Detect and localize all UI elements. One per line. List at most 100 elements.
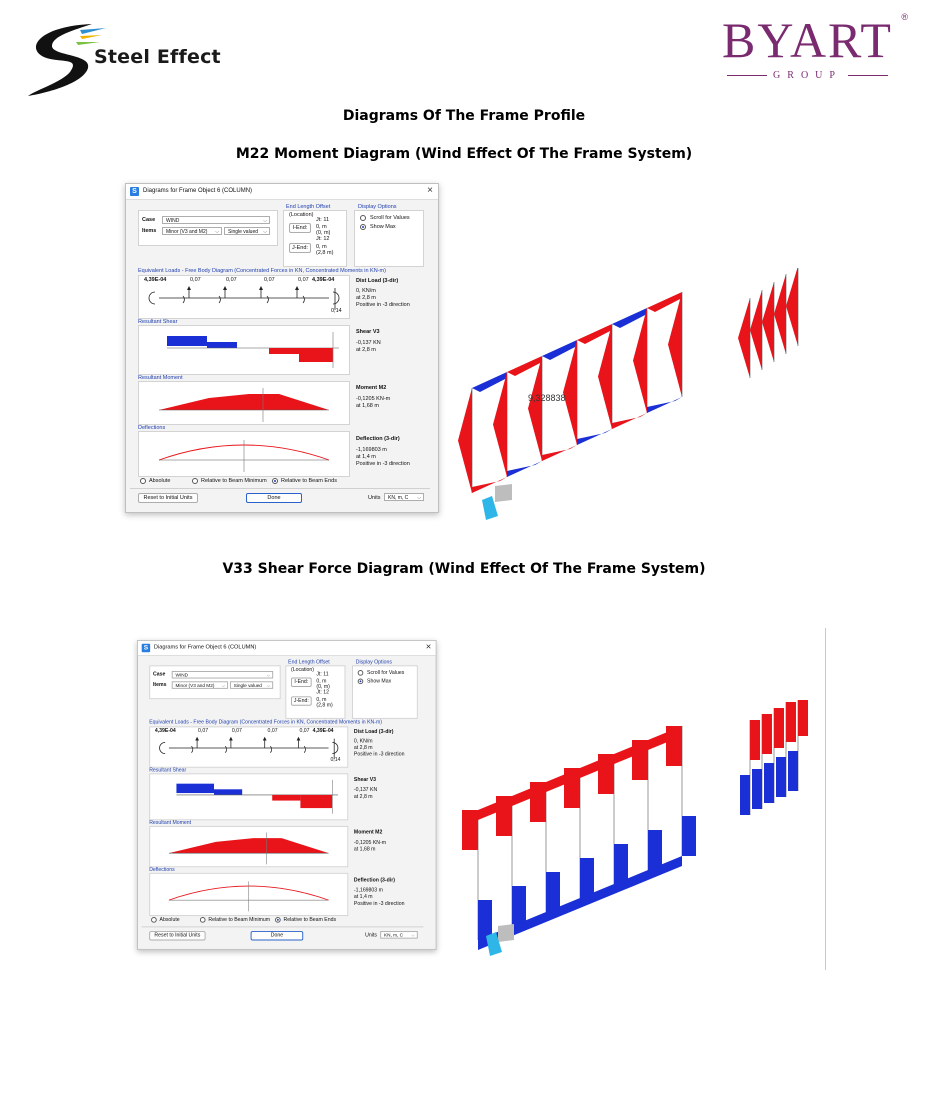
fbd-value-1: 0,07 [198, 728, 209, 734]
equivalent-loads-title: Equivalent Loads - Free Body Diagram (Co… [138, 268, 386, 274]
dist-load-location: at 2,8 m [353, 745, 373, 751]
fbd-value-2: 0,07 [231, 728, 242, 734]
moment-diagram [159, 388, 329, 422]
deflections-title: Deflections [149, 867, 175, 873]
beam-ends-radio[interactable] [272, 478, 278, 484]
chevron-down-icon: ⌵ [263, 218, 267, 224]
iend-joint: Jt: 11 [316, 217, 330, 223]
beam-moment-bottom [577, 429, 612, 445]
show-max-label: Show Max [370, 224, 396, 230]
iend-button[interactable]: I-End: [289, 223, 311, 233]
beam-moment-bottom [612, 413, 647, 429]
fbd-left-value: 4,39E-04 [144, 277, 167, 283]
shear-block-top [598, 754, 614, 794]
registered-mark: ® [901, 12, 908, 22]
shear-block-top [462, 810, 478, 850]
show-max-label: Show Max [367, 678, 392, 685]
byart-group-label: GROUP [773, 70, 842, 81]
moment-lobe [563, 340, 577, 445]
beam-moment-top [472, 372, 507, 392]
show-max-radio[interactable] [357, 678, 364, 685]
scroll-values-radio[interactable] [357, 670, 364, 676]
end-offset-group [283, 210, 347, 267]
scroll-values-radio[interactable] [360, 215, 366, 221]
equivalent-loads-title: Equivalent Loads - Free Body Diagram (Co… [149, 719, 383, 726]
show-max-radio[interactable] [360, 224, 366, 230]
dialog-title: Diagrams for Frame Object 6 (COLUMN) [153, 644, 257, 651]
case-select[interactable]: WIND ⌵ [162, 216, 270, 224]
units-select[interactable]: KN, m, C ⌵ [384, 493, 424, 501]
scroll-values-label: Scroll for Values [367, 670, 405, 676]
beam-minimum-radio[interactable] [199, 917, 206, 923]
section2-heading: V33 Shear Force Diagram (Wind Effect Of … [222, 561, 706, 577]
shear-diagram [176, 779, 338, 814]
moment-title: Moment M2 [353, 829, 383, 836]
support-block [495, 484, 512, 502]
close-icon[interactable]: × [427, 185, 433, 196]
chevron-down-icon: ⌵ [266, 672, 271, 679]
fbd-value-4: 0,07 [298, 277, 309, 283]
fbd-right-value: 4,39E-04 [312, 728, 334, 734]
shear-panel [149, 773, 349, 821]
free-body-diagram [159, 736, 339, 760]
free-body-diagram [148, 286, 340, 310]
moment-lobe [493, 372, 507, 477]
moment-lobe-back [786, 268, 798, 346]
dist-load-location: at 2,8 m [356, 295, 376, 301]
moment-lobe [598, 324, 612, 429]
shear-block-back-top [774, 708, 784, 748]
case-label: Case [152, 671, 166, 678]
end-offset-location: (Location) [291, 667, 314, 673]
reset-units-button[interactable]: Reset to Initial Units [149, 931, 206, 941]
display-options-group [352, 665, 418, 719]
case-select[interactable]: WIND ⌵ [171, 670, 274, 679]
shear-block-back-top [798, 700, 808, 736]
deflection-location: at 1,4 m [353, 894, 373, 901]
items-mode-select[interactable]: Single valued ⌵ [229, 681, 274, 689]
beam-shear-bottom [580, 884, 614, 908]
moment-lobe-back [750, 290, 762, 370]
moment-title: Moment M2 [356, 385, 387, 391]
reset-units-button[interactable]: Reset to Initial Units [138, 493, 198, 503]
shear-block-back-top [750, 720, 760, 760]
resultant-shear-title: Resultant Shear [138, 319, 178, 325]
jend-button[interactable]: J-End: [291, 696, 312, 706]
dist-load-value: 0, KN/m [353, 738, 373, 745]
beam-moment-bottom [472, 477, 507, 493]
resultant-shear-title: Resultant Shear [149, 767, 187, 774]
shear-block-bottom [512, 886, 526, 926]
jend-button[interactable]: J-End: [289, 243, 311, 253]
shear-block-bottom [614, 844, 628, 884]
items-mode-select[interactable]: Single valued ⌵ [224, 227, 270, 235]
beam-moment-top [577, 324, 612, 344]
items-select[interactable]: Minor (V3 and M2) ⌵ [171, 681, 229, 689]
shear-block-bottom [682, 816, 696, 856]
absolute-radio[interactable] [140, 478, 146, 484]
sap-app-icon: S [130, 187, 139, 196]
end-offset-title: End Length Offset [288, 659, 330, 666]
absolute-radio[interactable] [151, 917, 157, 923]
shear-block-top [666, 726, 682, 766]
shear-block-bottom [478, 900, 492, 940]
beam-ends-radio[interactable] [275, 917, 281, 923]
chevron-down-icon: ⌵ [266, 683, 271, 689]
close-icon[interactable]: × [425, 641, 432, 653]
main-heading: Diagrams Of The Frame Profile [342, 108, 586, 124]
jend-value-loc: (2,8 m) [316, 250, 334, 256]
shear-block-back-bottom [776, 757, 786, 797]
fbd-value-3: 0,07 [267, 728, 278, 734]
moment-panel [138, 381, 350, 425]
units-select[interactable]: KN, m, C ⌵ [380, 931, 418, 939]
end-offset-location: (Location) [289, 212, 314, 218]
items-select[interactable]: Minor (V3 and M2) ⌵ [162, 227, 222, 235]
shear-block-back-bottom [788, 751, 798, 791]
done-button[interactable]: Done [246, 493, 302, 503]
iend-button[interactable]: I-End: [291, 677, 312, 687]
section1-heading: M22 Moment Diagram (Wind Effect Of The F… [235, 146, 693, 162]
deflection-title: Deflection (3-dir) [356, 436, 400, 442]
beam-minimum-radio[interactable] [192, 478, 198, 484]
done-button[interactable]: Done [250, 931, 304, 941]
beam-moment-bottom [542, 445, 577, 461]
shear-block-top [564, 768, 580, 808]
fbd-value-3: 0,07 [264, 277, 275, 283]
